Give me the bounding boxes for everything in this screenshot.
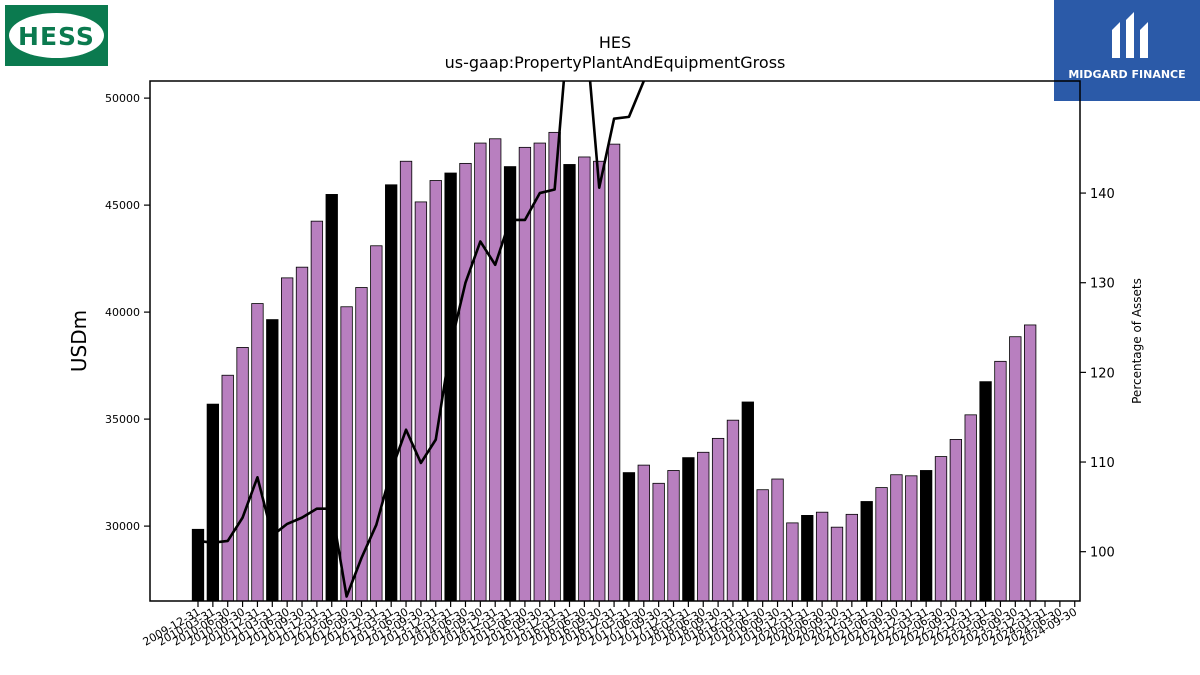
bar-2010-03-31 xyxy=(206,403,220,602)
bar-2016-12-31 xyxy=(607,143,621,602)
y2-tick-label: 110 xyxy=(1090,456,1115,471)
bar-2013-12-31 xyxy=(429,180,442,602)
chart-title: HES xyxy=(599,33,631,52)
y-axis-label: USDm xyxy=(67,310,91,372)
bar-2023-09-30 xyxy=(1009,336,1022,602)
bar-2013-03-31 xyxy=(385,184,398,602)
bar-2012-06-30 xyxy=(340,306,353,602)
y-tick-label: 45000 xyxy=(105,199,140,212)
bar-2019-06-30 xyxy=(756,489,769,602)
bar-2012-12-31 xyxy=(370,245,383,602)
plot-frame xyxy=(149,80,1081,602)
y2-tick-label: 140 xyxy=(1090,187,1115,202)
bar-2023-12-31 xyxy=(1024,324,1037,602)
y-tick-label: 30000 xyxy=(105,520,140,533)
bar-2015-12-31 xyxy=(548,131,561,602)
bar-2017-12-31 xyxy=(667,470,680,602)
y-tick-label: 40000 xyxy=(105,306,140,319)
y2-tick-label: 120 xyxy=(1090,366,1115,381)
bar-2020-06-30 xyxy=(815,511,829,602)
pct-of-assets-line xyxy=(197,81,646,598)
bar-2014-06-30 xyxy=(459,162,472,602)
midgard-logo-text: MIDGARD FINANCE xyxy=(1068,68,1186,81)
bar-2023-06-30 xyxy=(994,360,1007,602)
bar-2016-09-30 xyxy=(593,160,606,602)
bar-2014-09-30 xyxy=(474,142,487,602)
bar-2012-09-30 xyxy=(355,287,368,602)
bar-2010-06-30 xyxy=(221,374,234,602)
chart-subtitle: us-gaap:PropertyPlantAndEquipmentGross xyxy=(445,53,786,72)
bar-2022-09-30 xyxy=(949,439,963,602)
bar-2019-09-30 xyxy=(771,478,784,602)
bar-2017-03-31 xyxy=(622,472,636,602)
bar-2019-03-31 xyxy=(741,401,754,602)
bar-2011-03-31 xyxy=(266,319,279,602)
y2-axis-label: Percentage of Assets xyxy=(1130,278,1144,404)
bar-2014-03-31 xyxy=(444,172,457,602)
bar-2021-03-31 xyxy=(860,501,873,602)
bar-2017-06-30 xyxy=(637,464,650,602)
y-tick-label: 35000 xyxy=(105,413,140,426)
bar-2010-09-30 xyxy=(236,347,249,602)
bar-2021-09-30 xyxy=(890,474,903,602)
bar-2021-06-30 xyxy=(875,487,888,602)
bar-2018-12-31 xyxy=(726,419,740,602)
bar-2016-06-30 xyxy=(578,156,591,602)
bar-2020-09-30 xyxy=(830,526,844,602)
bar-2011-06-30 xyxy=(281,277,294,602)
bar-2022-03-31 xyxy=(919,470,933,602)
bar-2018-03-31 xyxy=(682,457,695,602)
bar-2013-06-30 xyxy=(399,160,413,602)
hess-logo-text: HESS xyxy=(18,22,95,51)
bar-2009-12-31 xyxy=(191,528,205,602)
bar-2013-09-30 xyxy=(414,201,428,602)
bar-2015-06-30 xyxy=(518,146,532,602)
bar-2020-12-31 xyxy=(845,513,858,602)
bar-2018-06-30 xyxy=(697,451,710,602)
bar-2023-03-31 xyxy=(979,381,992,602)
bar-2017-09-30 xyxy=(652,482,665,602)
y2-tick-label: 130 xyxy=(1090,277,1115,292)
bar-2016-03-31 xyxy=(563,164,576,602)
bar-2010-12-31 xyxy=(251,303,264,602)
bar-2018-09-30 xyxy=(711,437,725,602)
hess-logo: HESS xyxy=(5,5,108,66)
midgard-emblem-icon xyxy=(1112,12,1148,58)
bar-2011-09-30 xyxy=(295,266,309,602)
bar-2015-09-30 xyxy=(533,142,546,602)
bar-2014-12-31 xyxy=(489,138,502,602)
bar-2021-12-31 xyxy=(905,475,918,602)
midgard-finance-logo: MIDGARD FINANCE xyxy=(1054,0,1200,101)
y2-tick-label: 100 xyxy=(1090,546,1115,561)
y-tick-label: 50000 xyxy=(105,92,140,105)
bar-2019-12-31 xyxy=(786,522,799,602)
bar-2020-03-31 xyxy=(801,515,814,602)
bar-2011-12-31 xyxy=(310,220,324,602)
bar-2022-06-30 xyxy=(934,456,948,602)
bar-2022-12-31 xyxy=(964,414,977,602)
hess-logo-oval: HESS xyxy=(9,13,104,58)
